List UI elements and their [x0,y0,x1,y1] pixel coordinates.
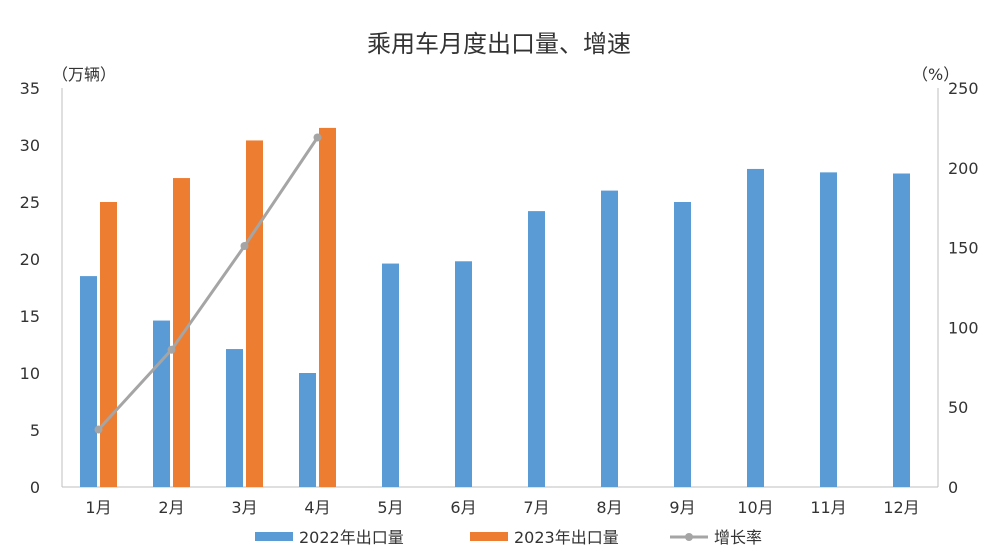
right-axis-unit: （%） [912,65,959,84]
bar-2023 [246,140,263,487]
x-tick-label: 2月 [158,498,184,517]
chart-title: 乘用车月度出口量、增速 [367,30,631,58]
right-tick-label: 150 [948,239,979,258]
bar-2022 [528,211,545,487]
x-tick-label: 11月 [810,498,846,517]
legend: 2022年出口量 2023年出口量 增长率 [255,528,762,547]
x-tick-label: 3月 [231,498,257,517]
legend-label: 2022年出口量 [299,528,404,547]
growth-rate-point [167,345,176,354]
axes: 0 5 10 15 20 25 30 35 0 50 100 150 200 250 1月 2月 3月 4月 5月 6… [20,79,979,517]
left-tick-label: 0 [30,478,40,497]
bar-2022 [601,190,618,487]
growth-rate-point [313,133,322,142]
left-tick-label: 5 [30,421,40,440]
left-tick-label: 30 [20,136,40,155]
bar-2023 [319,127,336,488]
legend-marker [685,533,693,541]
right-tick-label: 0 [948,478,958,497]
x-tick-label: 4月 [304,498,330,517]
left-tick-label: 25 [20,193,40,212]
right-tick-label: 250 [948,79,979,98]
growth-line [94,133,322,434]
bar-2022 [299,373,316,487]
growth-rate-point [240,242,249,251]
bar-2023 [100,202,117,487]
x-tick-label: 8月 [596,498,622,517]
legend-label: 增长率 [714,528,762,547]
left-tick-label: 35 [20,79,40,98]
left-axis-unit: （万辆） [52,65,116,84]
x-tick-label: 7月 [523,498,549,517]
x-tick-label: 10月 [737,498,773,517]
left-tick-label: 15 [20,307,40,326]
legend-label: 2023年出口量 [514,528,619,547]
bar-2022 [226,349,243,487]
bar-2022 [674,202,691,487]
x-tick-label: 9月 [669,498,695,517]
right-tick-label: 100 [948,318,979,337]
legend-swatch [255,532,293,541]
bar-2022 [893,173,910,487]
left-tick-label: 10 [20,364,40,383]
growth-rate-point [94,425,103,434]
bars [80,127,910,488]
x-tick-label: 12月 [883,498,919,517]
bar-2022 [820,172,837,488]
growth-rate-line [97,136,319,431]
x-tick-label: 6月 [450,498,476,517]
bar-2023 [173,178,190,487]
x-tick-label: 1月 [85,498,111,517]
bar-2022 [455,261,472,487]
x-tick-label: 5月 [377,498,403,517]
bar-2022 [747,168,764,487]
bar-2022 [153,320,170,487]
right-tick-label: 50 [948,398,968,417]
right-tick-label: 200 [948,159,979,178]
left-tick-label: 20 [20,250,40,269]
bar-2022 [80,276,97,487]
legend-swatch [470,532,508,541]
bar-2022 [382,263,399,487]
